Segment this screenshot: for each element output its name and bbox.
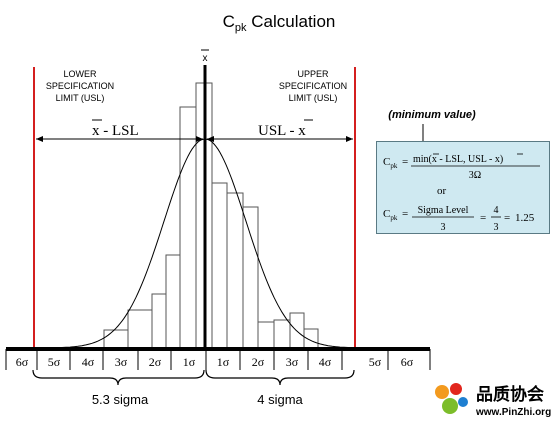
histogram-bar xyxy=(127,309,153,349)
sigma-ticks xyxy=(5,349,431,370)
svg-text:SPECIFICATION: SPECIFICATION xyxy=(46,81,114,91)
right-distance-arrow xyxy=(207,136,353,142)
xbar-minus-lsl-label: x - LSL xyxy=(92,123,139,139)
minimum-value-note: (minimum value) xyxy=(388,109,476,121)
lsl-label: LOWER SPECIFICATION LIMIT (USL) xyxy=(46,69,114,103)
logo-orange-dot xyxy=(435,385,449,399)
fraction-numerator: 4 xyxy=(494,205,499,216)
sigma-label: 4σ xyxy=(319,355,332,369)
fraction-denominator: 3 xyxy=(494,222,499,233)
pinzhi-watermark: 品质协会 www.PinZhi.org xyxy=(432,380,560,420)
cpk-result: 1.25 xyxy=(515,212,535,224)
histogram-bar xyxy=(257,321,275,349)
sigma-label: 2σ xyxy=(149,355,162,369)
histogram-bar xyxy=(226,192,244,349)
histogram-bar xyxy=(242,206,259,349)
numerator-min: min(x - LSL, USL - x) xyxy=(413,154,503,165)
denominator-3omega: 3Ω xyxy=(469,170,481,181)
sigma-labels: 6σ 5σ 4σ 3σ 2σ 1σ 1σ 2σ 3σ 4σ 5σ 6σ xyxy=(16,355,414,369)
sigma-label: 5σ xyxy=(369,355,382,369)
watermark-url: www.PinZhi.org xyxy=(475,407,551,418)
sigma-label: 6σ xyxy=(401,355,414,369)
left-distance-arrow xyxy=(36,136,203,142)
sigma-label: 4σ xyxy=(82,355,95,369)
histogram-bar xyxy=(103,329,129,349)
sigma-label: 3σ xyxy=(115,355,128,369)
histogram-bar xyxy=(211,182,228,349)
histogram-bar xyxy=(273,319,291,349)
logo-green-dot xyxy=(442,398,458,414)
sigma-label: 1σ xyxy=(183,355,196,369)
right-sigma-total: 4 sigma xyxy=(257,392,303,407)
left-brace xyxy=(32,369,205,386)
sigma-label: 3σ xyxy=(286,355,299,369)
usl-label: UPPER SPECIFICATION LIMIT (USL) xyxy=(279,69,347,103)
page-title: Cpk Calculation xyxy=(223,12,336,34)
sigma-label: 5σ xyxy=(48,355,61,369)
svg-text:LIMIT (USL): LIMIT (USL) xyxy=(56,93,105,103)
histogram-bar xyxy=(165,254,181,349)
logo-blue-dot xyxy=(458,397,468,407)
logo-red-dot xyxy=(450,383,462,395)
formula-box: Cpk = min(x - LSL, USL - x) 3Ω or Cpk = … xyxy=(376,141,550,234)
sigma-label: 2σ xyxy=(252,355,265,369)
equals-3: = xyxy=(480,212,486,224)
watermark-brand: 品质协会 xyxy=(476,384,544,405)
or-label: or xyxy=(437,185,447,197)
svg-text:UPPER: UPPER xyxy=(297,69,329,79)
xbar-top-label: x xyxy=(203,53,208,64)
svg-text:SPECIFICATION: SPECIFICATION xyxy=(279,81,347,91)
svg-text:LOWER: LOWER xyxy=(63,69,97,79)
equals-1: = xyxy=(402,156,408,168)
histogram-bar xyxy=(179,106,197,349)
histogram-bar xyxy=(151,293,167,349)
cpk-symbol-2: Cpk xyxy=(383,208,398,222)
equals-2: = xyxy=(402,208,408,220)
denominator-3: 3 xyxy=(441,222,446,233)
numerator-sigma-level: Sigma Level xyxy=(418,205,469,216)
left-sigma-total: 5.3 sigma xyxy=(92,392,149,407)
svg-text:LIMIT (USL): LIMIT (USL) xyxy=(289,93,338,103)
equals-4: = xyxy=(504,212,510,224)
sigma-label: 6σ xyxy=(16,355,29,369)
usl-minus-xbar-label: USL - x xyxy=(258,123,306,139)
sigma-label: 1σ xyxy=(217,355,230,369)
cpk-symbol-1: Cpk xyxy=(383,156,398,170)
right-brace xyxy=(205,369,355,386)
